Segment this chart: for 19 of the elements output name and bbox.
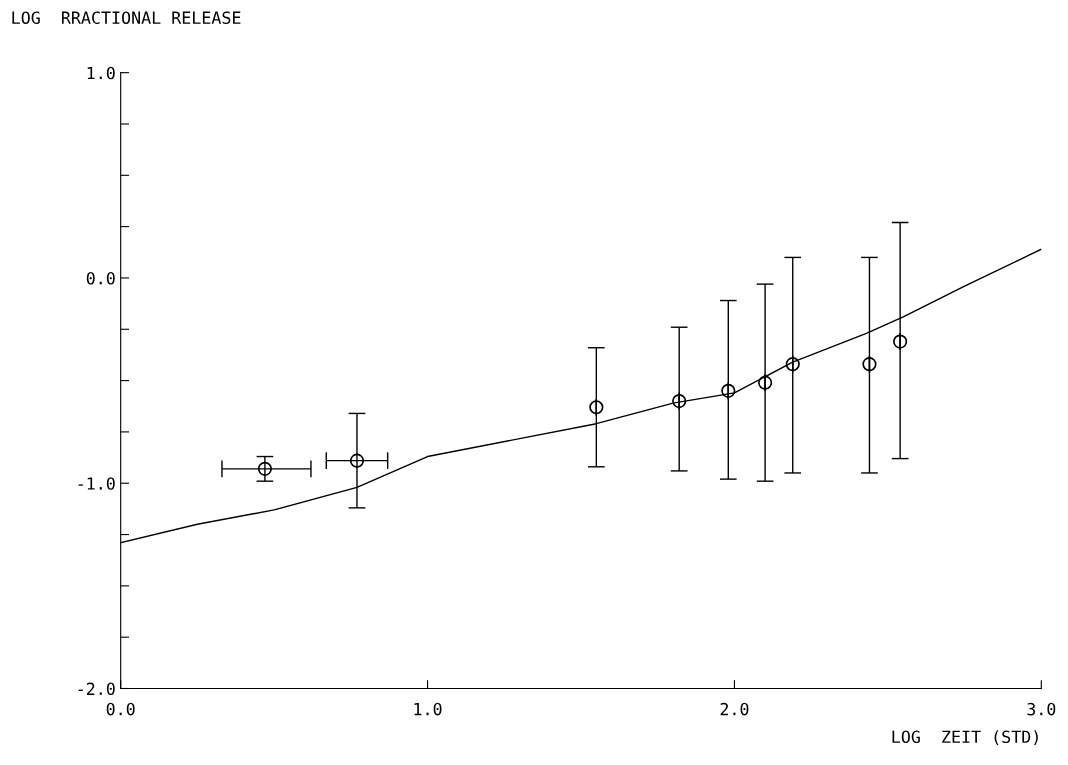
y-tick-label: -1.0 xyxy=(78,477,115,490)
x-tick-label: 1.0 xyxy=(414,702,442,716)
point xyxy=(721,383,736,398)
x-tick-label: 2.0 xyxy=(720,702,749,716)
point xyxy=(893,334,908,349)
x-tick-label: 0.0 xyxy=(106,702,135,716)
x-axis-title: LOG ZEIT (STD) xyxy=(892,730,1038,746)
point xyxy=(349,453,365,468)
y-tick-label: 1.0 xyxy=(87,66,115,80)
y-tick-label: 0.0 xyxy=(86,271,115,285)
point xyxy=(672,394,687,409)
point xyxy=(257,461,272,476)
point xyxy=(862,357,877,372)
y-tick-label: -2.0 xyxy=(78,682,115,696)
point xyxy=(589,400,604,415)
x-tick-label: 3.0 xyxy=(1027,702,1056,716)
point xyxy=(785,357,800,372)
point xyxy=(758,375,773,390)
y-axis-title: LOG RRACTIONAL RELEASE xyxy=(12,11,241,25)
